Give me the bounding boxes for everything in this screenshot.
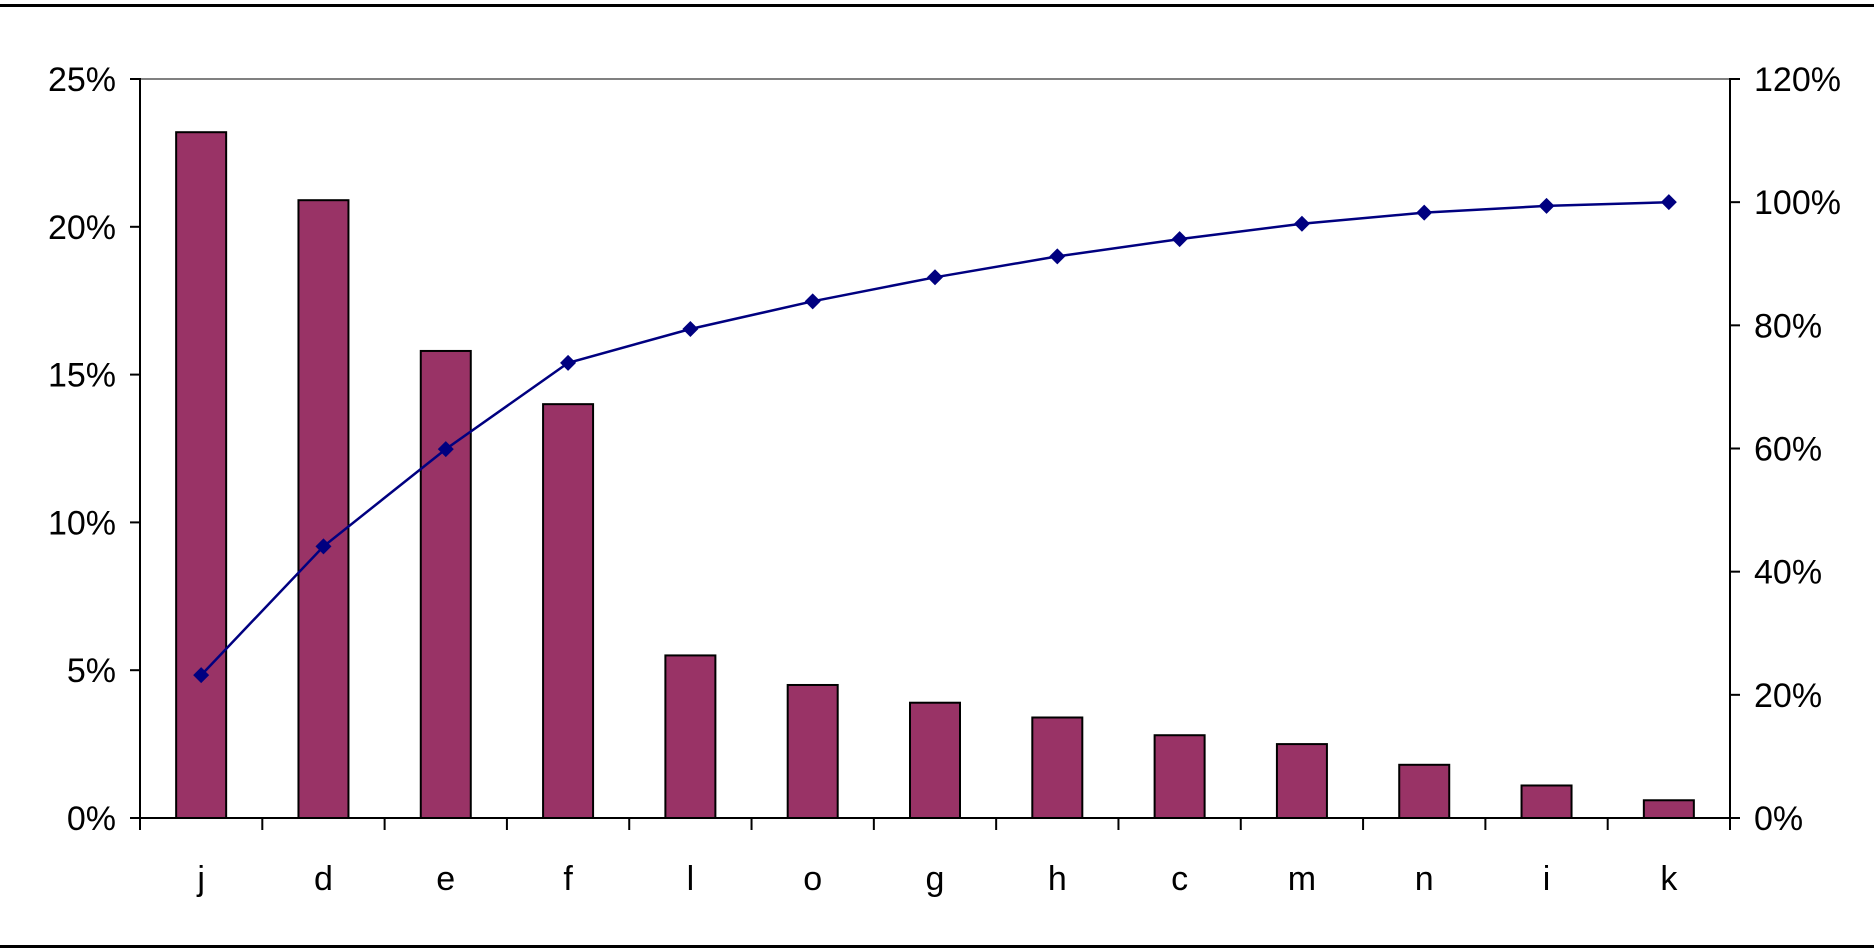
y-tick-label-left-3: 15% <box>48 357 116 395</box>
x-tick-label-k: k <box>1660 860 1678 898</box>
x-tick-label-f: f <box>563 860 573 898</box>
bar-e <box>419 349 472 819</box>
x-tick-label-m: m <box>1288 860 1316 898</box>
bar-i <box>1520 784 1573 820</box>
frame-bottom-border <box>0 945 1874 948</box>
x-tick-label-d: d <box>314 860 333 898</box>
bar-d <box>297 199 350 820</box>
x-tick-label-i: i <box>1543 860 1551 898</box>
y-tick-label-right-1: 20% <box>1754 677 1822 715</box>
x-tick-label-j: j <box>196 860 205 898</box>
x-tick-label-c: c <box>1171 860 1188 898</box>
y-tick-label-right-3: 60% <box>1754 431 1822 469</box>
x-tick-label-g: g <box>926 860 945 898</box>
bar-l <box>664 654 717 819</box>
marker-j <box>193 667 210 684</box>
marker-n <box>1416 204 1433 221</box>
bar-f <box>542 403 595 819</box>
y-tick-label-right-4: 80% <box>1754 307 1822 345</box>
marker-m <box>1293 215 1310 232</box>
bar-m <box>1275 743 1328 819</box>
x-tick-label-e: e <box>436 860 455 898</box>
bar-series <box>175 131 1695 820</box>
x-tick-label-h: h <box>1048 860 1067 898</box>
y-tick-label-left-4: 20% <box>48 209 116 247</box>
frame-top-border <box>0 4 1874 7</box>
bar-h <box>1031 716 1084 819</box>
y-tick-label-right-0: 0% <box>1754 800 1803 838</box>
marker-g <box>927 269 943 286</box>
cumulative-line-series <box>193 194 1677 684</box>
y-tick-label-left-1: 5% <box>67 652 116 690</box>
marker-f <box>560 354 577 371</box>
tick-labels: 0% 5% 10% 15% 20% 25% 0% 20% 40% 60% 80% 100% 120% j d… <box>48 61 1841 898</box>
x-tick-label-o: o <box>803 860 822 898</box>
y-tick-label-right-5: 100% <box>1754 184 1841 222</box>
x-tick-label-n: n <box>1415 860 1434 898</box>
y-tick-label-right-2: 40% <box>1754 554 1822 592</box>
y-tick-label-right-6: 120% <box>1754 61 1841 99</box>
y-tick-label-left-0: 0% <box>67 800 116 838</box>
bar-c <box>1153 734 1206 819</box>
bar-g <box>909 701 961 819</box>
marker-e <box>437 441 454 458</box>
marker-o <box>804 293 821 310</box>
bar-k <box>1642 799 1695 819</box>
bar-n <box>1398 763 1451 819</box>
marker-h <box>1049 248 1066 265</box>
bar-j <box>175 131 228 819</box>
x-tick-label-l: l <box>687 860 695 898</box>
marker-d <box>315 538 332 555</box>
axes <box>130 78 1740 830</box>
marker-i <box>1538 197 1555 214</box>
y-tick-label-left-5: 25% <box>48 61 116 99</box>
bar-o <box>786 683 839 819</box>
marker-c <box>1171 231 1188 248</box>
marker-k <box>1660 194 1677 211</box>
y-tick-label-left-2: 10% <box>48 504 116 542</box>
marker-l <box>682 321 699 338</box>
